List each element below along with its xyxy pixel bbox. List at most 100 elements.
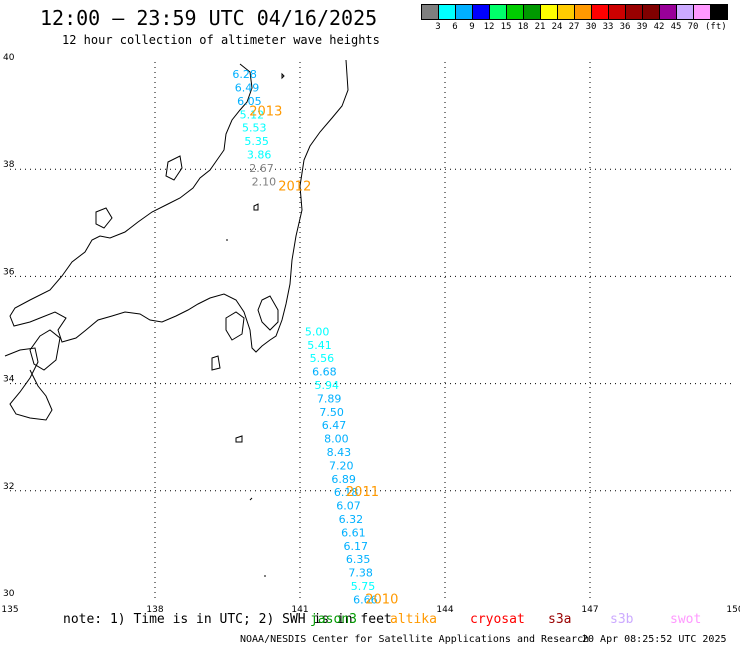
noto-peninsula [95,207,113,229]
legend-swatch [693,4,711,20]
legend-swatch [574,4,592,20]
satellite-name: jason3 [310,612,357,627]
legend-swatch [642,4,660,20]
islet-6 [253,203,259,211]
sado-island [165,155,183,181]
lat-lon-grid: 135 138 141 144 147 150 40 38 36 34 32 30 [1,53,740,615]
swh-value: 6.05 [237,95,262,108]
legend-label: 70 [687,22,699,32]
coastline [4,59,349,577]
legend-label: 30 [585,22,597,32]
legend-swatch [489,4,507,20]
swh-value: 6.47 [322,419,347,432]
timestamp-text: 20 Apr 08:25:52 UTC 2025 [582,634,727,645]
swh-value: 5.56 [310,352,335,365]
legend-swatch [523,4,541,20]
swh-value: 6.66 [353,593,378,606]
legend-label: 27 [568,22,580,32]
swh-value: 2.10 [252,175,277,188]
lon-tick-label: 138 [146,605,163,615]
lat-tick-label: 30 [3,589,15,599]
lon-tick-label: 147 [581,605,598,615]
swh-value: 6.89 [331,473,356,486]
islet-5 [281,72,285,80]
legend-label: 21 [534,22,546,32]
lat-tick-label: 38 [3,160,15,170]
legend-swatch [472,4,490,20]
legend-label: 45 [670,22,682,32]
lon-tick-label: 135 [1,605,18,615]
lon-tick-label: 141 [291,605,308,615]
swh-value: 6.32 [339,513,364,526]
satellite-name: s3a [548,612,572,627]
legend-swatch [557,4,575,20]
lat-tick-label: 36 [3,267,15,277]
swh-value: 6.18 [334,486,359,499]
track-time-label: 2010 [365,592,398,607]
swh-value: 8.43 [327,446,352,459]
satellite-name: altika [390,612,437,627]
track-time-label: 2013 [249,105,282,120]
swh-value: 6.07 [336,500,361,513]
swh-value: 3.86 [247,148,271,161]
boso-peninsula [257,295,279,331]
chart-title: 12:00 – 23:59 UTC 04/16/2025 [40,6,378,30]
honshu-coast [9,59,349,353]
lat-tick-label: 32 [3,482,14,492]
shikoku-coast [4,347,53,421]
lon-tick-label: 144 [436,605,453,615]
satellite-name: s3b [610,612,634,627]
swh-value: 5.53 [242,122,267,135]
legend-swatch [506,4,524,20]
chart-subtitle: 12 hour collection of altimeter wave hei… [62,33,380,47]
swh-value: 2.67 [249,162,274,175]
legend-label: 9 [469,22,475,32]
swh-value: 7.20 [329,459,354,472]
legend-label: 42 [653,22,665,32]
legend-label: 3 [435,22,441,32]
legend-unit: (ft) [705,22,727,32]
swh-value: 5.41 [307,339,332,352]
legend-swatch [659,4,677,20]
legend-swatch [676,4,694,20]
lon-tick-label: 150 [726,605,740,615]
swh-value: 5.35 [244,135,269,148]
swh-value: 6.61 [341,526,366,539]
izu-peninsula [225,311,245,341]
legend-swatch [421,4,439,20]
legend-swatch [540,4,558,20]
legend-label: 24 [551,22,563,32]
swh-value: 6.28 [232,68,256,81]
swh-value: 7.89 [317,392,342,405]
kii-peninsula [29,329,61,371]
track-time-label: 2012 [278,180,311,195]
islet-1 [235,435,243,443]
swh-value: 8.00 [324,433,349,446]
swh-value: 5.12 [240,108,264,121]
legend-swatch [438,4,456,20]
lake-hamana [211,355,221,371]
swh-value: 7.38 [348,567,373,580]
lat-tick-label: 40 [3,53,15,63]
legend-label: 39 [636,22,648,32]
swh-value: 5.94 [315,379,340,392]
swh-value: 6.68 [312,366,337,379]
note-text: note: 1) Time is in UTC; 2) SWH is in fe… [63,612,392,627]
swh-value: 7.50 [319,406,344,419]
swh-value: 6.35 [346,553,371,566]
satellite-name: swot [670,612,702,627]
legend-swatch [710,4,728,20]
swh-value: 5.00 [305,325,330,338]
track-time-label: 2011 [346,485,379,500]
swh-points: 6.286.496.055.125.535.353.862.672.10 5.00… [232,68,398,607]
swh-value: 5.75 [351,580,376,593]
legend-label: 36 [619,22,631,32]
legend-label: 12 [483,22,495,32]
legend-swatch [455,4,473,20]
legend-label: 6 [452,22,458,32]
legend-label: 18 [517,22,529,32]
legend-swatch [608,4,626,20]
legend-swatch [625,4,643,20]
islet-2 [249,497,253,501]
